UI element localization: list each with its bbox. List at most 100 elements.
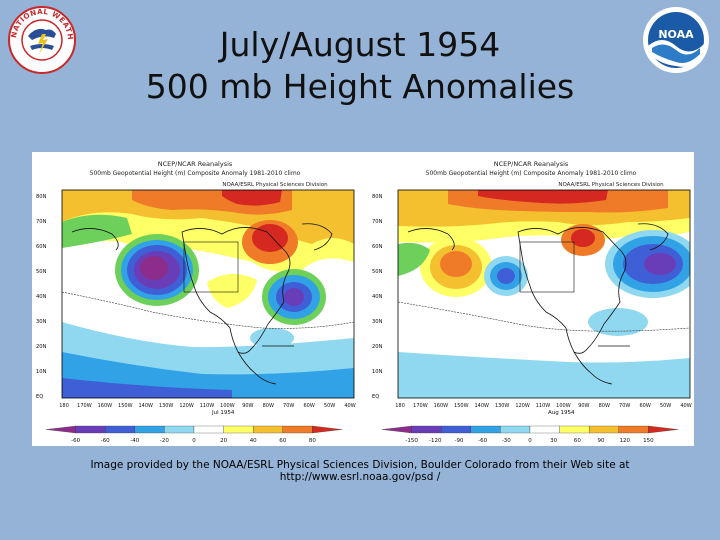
- colorbar-swatch: [648, 425, 679, 434]
- colorbar-tick-label: 20: [220, 438, 227, 444]
- lon-tick-label: 150W: [118, 403, 133, 409]
- colorbar-swatch: [312, 425, 343, 434]
- lat-tick-label: 30N: [36, 319, 47, 325]
- colorbar-tick-label: -60: [478, 438, 487, 444]
- noaa-logo-text: NOAA: [658, 28, 694, 41]
- lon-tick-label: 160W: [98, 403, 113, 409]
- colorbar-tick-label: -90: [454, 438, 463, 444]
- lat-tick-label: 10N: [372, 369, 383, 375]
- map-header-line1: NCEP/NCAR Reanalysis: [493, 160, 569, 168]
- lon-tick-label: 170W: [77, 403, 92, 409]
- noaa-logo-icon: NOAA: [643, 7, 709, 73]
- map-header-line2: 500mb Geopotential Height (m) Composite …: [425, 170, 637, 177]
- anomaly-map-aug: 80N 70N 60N 50N 40N 30N 20N 10N EQ 180 170W 160W 15…: [372, 189, 692, 444]
- map-month-label: Jul 1954: [211, 410, 235, 416]
- colorbar-tick-label: 60: [574, 438, 581, 444]
- colorbar-tick-label: 80: [309, 438, 316, 444]
- colorbar-tick-label: 60: [279, 438, 286, 444]
- lon-tick-label: 140W: [474, 403, 489, 409]
- colorbar-swatch: [618, 425, 649, 434]
- colorbar-tick-label: -20: [160, 438, 169, 444]
- colorbar-swatch: [500, 425, 531, 434]
- colorbar-tick-label: -60: [101, 438, 110, 444]
- lat-tick-label: 30N: [372, 319, 383, 325]
- colorbar-tick-label: 90: [598, 438, 605, 444]
- lon-tick-label: 50W: [324, 403, 335, 409]
- lat-tick-label: 20N: [36, 344, 47, 350]
- lon-tick-label: 110W: [536, 403, 551, 409]
- colorbar-swatch: [589, 425, 619, 434]
- title-line-1: July/August 1954: [219, 25, 501, 64]
- lon-tick-label: 130W: [159, 403, 174, 409]
- lon-tick-label: 70W: [283, 403, 294, 409]
- lat-tick-label: 40N: [36, 294, 47, 300]
- map-header-line3: NOAA/ESRL Physical Sciences Division: [222, 182, 328, 188]
- lat-tick-label: EQ: [372, 394, 379, 400]
- lon-tick-label: 100W: [556, 403, 571, 409]
- lon-tick-label: 110W: [200, 403, 215, 409]
- lon-tick-label: 150W: [454, 403, 469, 409]
- lon-tick-label: 180: [395, 403, 405, 409]
- colorbar-swatch: [193, 425, 224, 434]
- colorbar-tick-label: 150: [643, 438, 654, 444]
- lat-tick-label: 60N: [372, 244, 383, 250]
- lat-tick-label: 60N: [36, 244, 47, 250]
- lat-tick-label: 80N: [36, 194, 47, 200]
- lon-tick-label: 40W: [680, 403, 691, 409]
- lat-tick-label: EQ: [36, 394, 43, 400]
- lon-tick-label: 100W: [220, 403, 235, 409]
- colorbar-swatch: [559, 425, 590, 434]
- lon-tick-label: 60W: [303, 403, 314, 409]
- colorbar-swatch: [75, 425, 106, 434]
- lon-tick-label: 160W: [434, 403, 449, 409]
- anomaly-map-jul: 80N 70N 60N 50N 40N 30N 20N 10N EQ 180 170W 160W 15…: [36, 189, 356, 444]
- colorbar-swatch: [164, 425, 195, 434]
- colorbar-swatch: [134, 425, 165, 434]
- colorbar-swatch: [411, 425, 442, 434]
- lon-tick-label: 130W: [495, 403, 510, 409]
- colorbar-tick-label: -120: [429, 438, 442, 444]
- lat-tick-label: 50N: [372, 269, 383, 275]
- slide-title: July/August 1954 500 mb Height Anomalies: [110, 24, 610, 108]
- map-panel-aug: NCEP/NCAR Reanalysis 500mb Geopotential …: [368, 152, 694, 446]
- colorbar-swatch: [45, 425, 76, 434]
- colorbar-tick-label: 30: [550, 438, 557, 444]
- colorbar-swatch: [470, 425, 501, 434]
- map-month-label: Aug 1954: [548, 410, 575, 416]
- colorbar-swatch: [381, 425, 412, 434]
- lon-tick-label: 60W: [639, 403, 650, 409]
- lon-tick-label: 50W: [660, 403, 671, 409]
- lat-tick-label: 40N: [372, 294, 383, 300]
- lon-tick-label: 140W: [138, 403, 153, 409]
- colorbar-swatch: [105, 425, 135, 434]
- colorbar-tick-label: -40: [130, 438, 139, 444]
- map-header-line2: 500mb Geopotential Height (m) Composite …: [89, 170, 301, 177]
- lat-tick-label: 20N: [372, 344, 383, 350]
- colorbar-swatch: [441, 425, 471, 434]
- lon-tick-label: 120W: [179, 403, 194, 409]
- lon-tick-label: 40W: [344, 403, 355, 409]
- colorbar-tick-label: 0: [192, 438, 196, 444]
- lat-tick-label: 70N: [372, 219, 383, 225]
- lon-tick-label: 170W: [413, 403, 428, 409]
- lon-tick-label: 70W: [619, 403, 630, 409]
- lon-tick-label: 90W: [578, 403, 589, 409]
- colorbar-tick-label: 40: [250, 438, 257, 444]
- colorbar-swatch: [282, 425, 313, 434]
- lon-tick-label: 120W: [515, 403, 530, 409]
- lat-tick-label: 80N: [372, 194, 383, 200]
- colorbar-swatch: [253, 425, 283, 434]
- lat-tick-label: 10N: [36, 369, 47, 375]
- map-header-line3: NOAA/ESRL Physical Sciences Division: [558, 182, 664, 188]
- lon-tick-label: 80W: [599, 403, 610, 409]
- colorbar-tick-label: -150: [405, 438, 418, 444]
- lon-tick-label: 90W: [242, 403, 253, 409]
- lon-tick-label: 80W: [263, 403, 274, 409]
- map-panel-jul: NCEP/NCAR Reanalysis 500mb Geopotential …: [32, 152, 358, 446]
- colorbar-swatch: [529, 425, 560, 434]
- colorbar-tick-label: -30: [502, 438, 511, 444]
- anomaly-maps-figure: NCEP/NCAR Reanalysis 500mb Geopotential …: [32, 152, 694, 446]
- colorbar-tick-label: 120: [619, 438, 630, 444]
- colorbar-swatch: [223, 425, 254, 434]
- nws-logo-icon: NATIONAL WEATHER SERVICE: [8, 6, 76, 74]
